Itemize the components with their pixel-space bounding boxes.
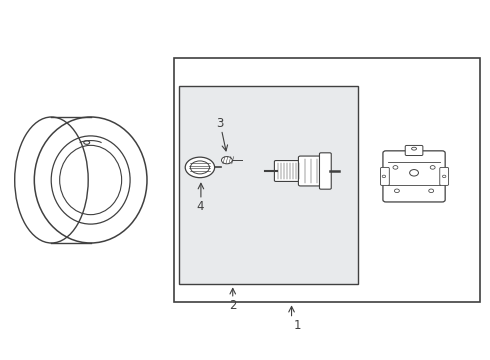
Ellipse shape: [221, 157, 232, 164]
Text: 3: 3: [216, 117, 223, 130]
FancyBboxPatch shape: [383, 151, 445, 202]
FancyBboxPatch shape: [440, 167, 449, 185]
FancyBboxPatch shape: [380, 167, 389, 185]
Ellipse shape: [412, 147, 416, 150]
Text: 4: 4: [196, 200, 203, 213]
Ellipse shape: [442, 175, 446, 178]
Text: 1: 1: [294, 319, 301, 332]
FancyBboxPatch shape: [298, 156, 328, 186]
Text: 2: 2: [229, 299, 236, 312]
Ellipse shape: [430, 166, 435, 169]
Ellipse shape: [190, 161, 210, 174]
Ellipse shape: [429, 189, 434, 193]
Ellipse shape: [185, 157, 215, 177]
Ellipse shape: [394, 189, 399, 193]
Bar: [174, 58, 480, 302]
Ellipse shape: [382, 175, 386, 178]
Ellipse shape: [393, 166, 398, 169]
Bar: [179, 86, 358, 284]
FancyBboxPatch shape: [405, 145, 423, 156]
FancyBboxPatch shape: [274, 161, 304, 181]
Ellipse shape: [410, 170, 418, 176]
FancyBboxPatch shape: [319, 153, 331, 189]
